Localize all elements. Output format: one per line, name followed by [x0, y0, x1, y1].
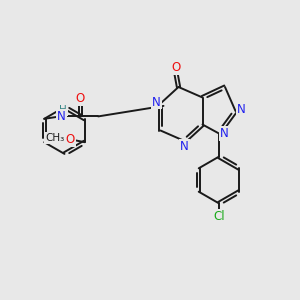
- Text: Cl: Cl: [213, 209, 225, 223]
- Text: N: N: [220, 127, 229, 140]
- Text: CH₃: CH₃: [45, 133, 64, 143]
- Text: N: N: [57, 110, 66, 123]
- Text: N: N: [152, 95, 161, 109]
- Text: H: H: [59, 105, 67, 115]
- Text: N: N: [236, 103, 245, 116]
- Text: O: O: [171, 61, 180, 74]
- Text: O: O: [66, 133, 75, 146]
- Text: N: N: [180, 140, 189, 153]
- Text: O: O: [76, 92, 85, 105]
